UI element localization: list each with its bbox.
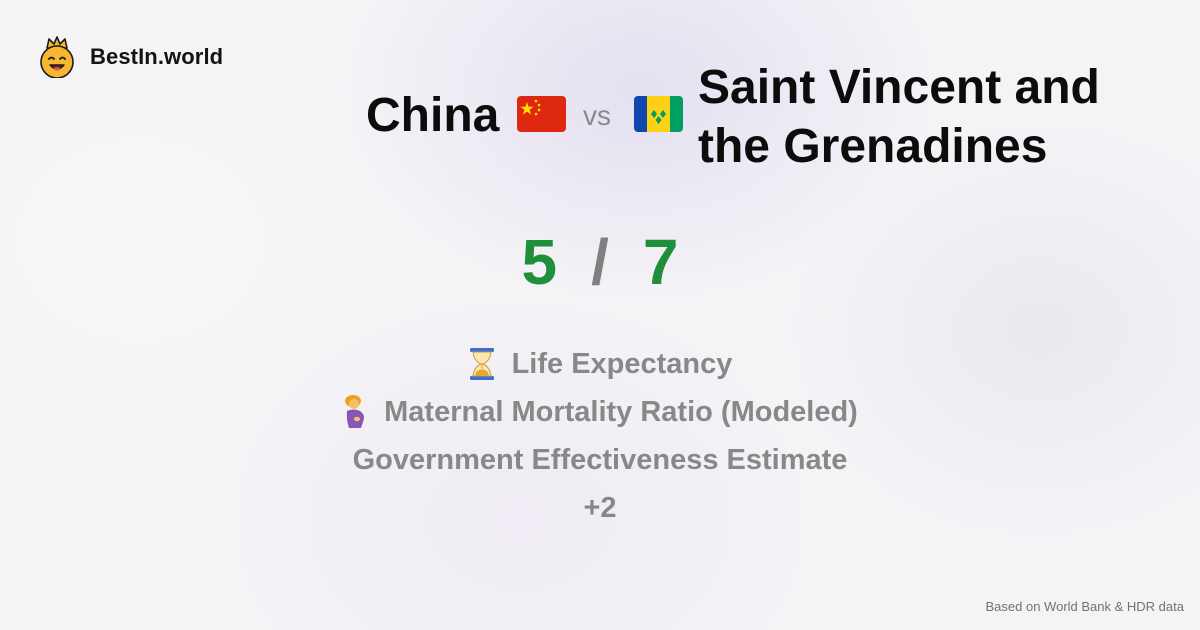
hourglass-icon	[469, 348, 494, 380]
data-source-note: Based on World Bank & HDR data	[985, 599, 1184, 614]
more-metrics-count: +2	[0, 484, 1200, 532]
metric-item: Maternal Mortality Ratio (Modeled)	[0, 388, 1200, 436]
metric-label: Life Expectancy	[511, 347, 733, 380]
china-flag-icon	[517, 96, 566, 132]
score-b: 7	[642, 226, 679, 298]
brand[interactable]: BestIn.world	[38, 36, 223, 78]
metric-label: Maternal Mortality Ratio (Modeled)	[384, 395, 858, 428]
crown-smiley-icon	[40, 36, 74, 78]
saint-vincent-flag-icon	[634, 96, 683, 132]
comparison-title: China vs Saint Vincent and the Grenadine…	[0, 58, 1200, 178]
metric-label: Government Effectiveness Estimate	[352, 443, 848, 476]
score-separator: /	[591, 226, 609, 298]
brand-name: BestIn.world	[90, 44, 224, 69]
metric-item: Life Expectancy	[0, 340, 1200, 388]
country-b-name: Saint Vincent and the Grenadines	[698, 61, 1100, 173]
country-a-name: China	[366, 89, 500, 142]
pregnant-woman-icon	[345, 395, 365, 428]
vs-label: vs	[583, 100, 611, 131]
metric-item: Government Effectiveness Estimate	[0, 436, 1200, 484]
metrics-list: Life Expectancy Maternal Mortality Ratio…	[0, 340, 1200, 532]
more-count: +2	[583, 491, 617, 524]
score: 5 / 7	[0, 222, 1200, 302]
score-a: 5	[521, 226, 558, 298]
